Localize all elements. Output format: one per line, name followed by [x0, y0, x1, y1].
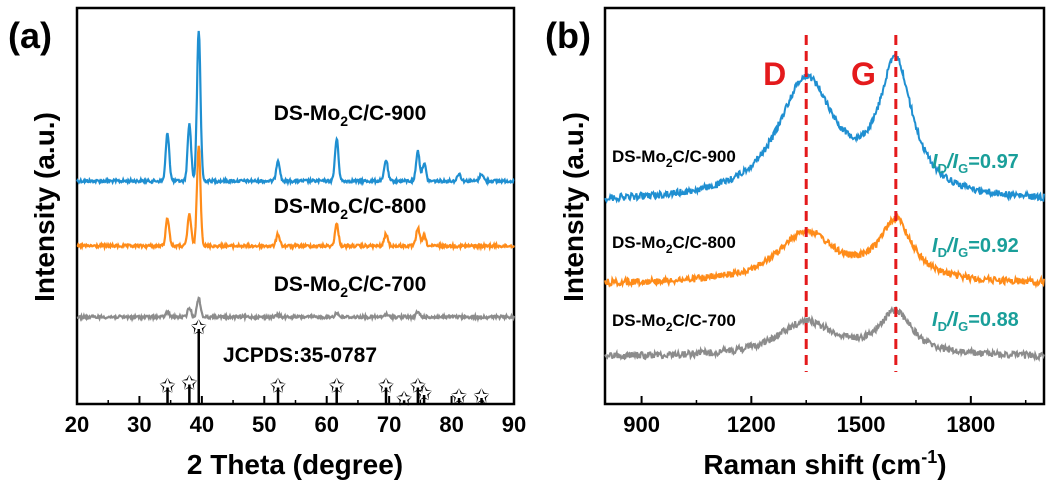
panel-a-label: (a) — [8, 15, 52, 56]
star-icon: ✩ — [409, 374, 426, 398]
x-tick-label: 1200 — [727, 412, 776, 437]
xrd-trace — [76, 296, 516, 323]
panel-a-traces — [76, 30, 516, 323]
star-icon: ✩ — [378, 374, 395, 398]
series-label: DS-Mo2C/C-900 — [274, 102, 427, 129]
x-tick-label: 60 — [314, 412, 338, 437]
panel-b-x-ticks: 900 1200 1500 1800 — [623, 396, 1027, 437]
x-tick-label: 900 — [623, 412, 660, 437]
star-icon: ✩ — [270, 374, 287, 398]
star-icon: ✩ — [190, 315, 207, 339]
panel-a: (a) ✩ ✩✩✩ ✩ ✩✩✩✩ ✩ ✩JCPDS:35-0787 20 30 40 50 60 7… — [8, 6, 526, 480]
x-tick-label: 70 — [377, 412, 401, 437]
star-icon: ✩ — [416, 381, 433, 405]
x-tick-label: 90 — [502, 412, 526, 437]
panel-a-reference: ✩ ✩✩✩ ✩ ✩✩✩✩ ✩ ✩JCPDS:35-0787 — [159, 315, 490, 410]
intensity-ratio-label: ID/IG=0.88 — [932, 309, 1019, 334]
star-icon: ✩ — [451, 384, 468, 408]
series-label: DS-Mo2C/C-900 — [612, 147, 736, 170]
x-tick-label: 50 — [252, 412, 276, 437]
band-label: G — [851, 56, 876, 92]
xrd-trace — [76, 30, 515, 187]
series-label: DS-Mo2C/C-700 — [274, 273, 427, 300]
x-tick-label: 40 — [190, 412, 214, 437]
series-label: DS-Mo2C/C-700 — [612, 311, 736, 334]
raman-trace — [604, 212, 1045, 289]
xrd-trace — [76, 145, 516, 252]
panel-b-y-title: Intensity (a.u.) — [558, 112, 589, 302]
intensity-ratio-label: ID/IG=0.97 — [932, 151, 1019, 176]
panel-a-series-labels: DS-Mo2C/C-900 DS-Mo2C/C-800 DS-Mo2C/C-700 — [274, 102, 427, 300]
x-tick-label: 1500 — [837, 412, 886, 437]
intensity-ratio-label: ID/IG=0.92 — [932, 235, 1019, 260]
series-label: DS-Mo2C/C-800 — [274, 195, 427, 222]
panel-a-y-title: Intensity (a.u.) — [29, 112, 60, 302]
panel-b-traces — [604, 50, 1045, 363]
star-icon: ✩ — [473, 384, 490, 408]
star-icon: ✩ — [159, 374, 176, 398]
raman-trace — [604, 50, 1045, 204]
panel-b-x-title: Raman shift (cm-1) — [703, 447, 946, 480]
series-label: DS-Mo2C/C-800 — [612, 233, 736, 256]
panel-b-series-labels: DS-Mo2C/C-900 ID/IG=0.97 DS-Mo2C/C-800 ID/I… — [612, 147, 1019, 334]
star-icon: ✩ — [181, 371, 198, 395]
panel-b-label: (b) — [545, 15, 591, 56]
raman-trace — [604, 305, 1045, 363]
reference-label: JCPDS:35-0787 — [223, 344, 377, 367]
x-tick-label: 30 — [127, 412, 151, 437]
x-tick-label: 80 — [439, 412, 463, 437]
x-tick-label: 1800 — [946, 412, 995, 437]
star-icon: ✩ — [328, 374, 345, 398]
star-icon: ✩ — [396, 386, 413, 410]
x-tick-label: 20 — [65, 412, 89, 437]
band-label: D — [763, 56, 786, 92]
panel-b-frame — [603, 6, 1046, 406]
panel-a-x-title: 2 Theta (degree) — [187, 449, 403, 480]
panel-a-x-ticks: 20 30 40 50 60 70 80 90 — [65, 396, 526, 437]
